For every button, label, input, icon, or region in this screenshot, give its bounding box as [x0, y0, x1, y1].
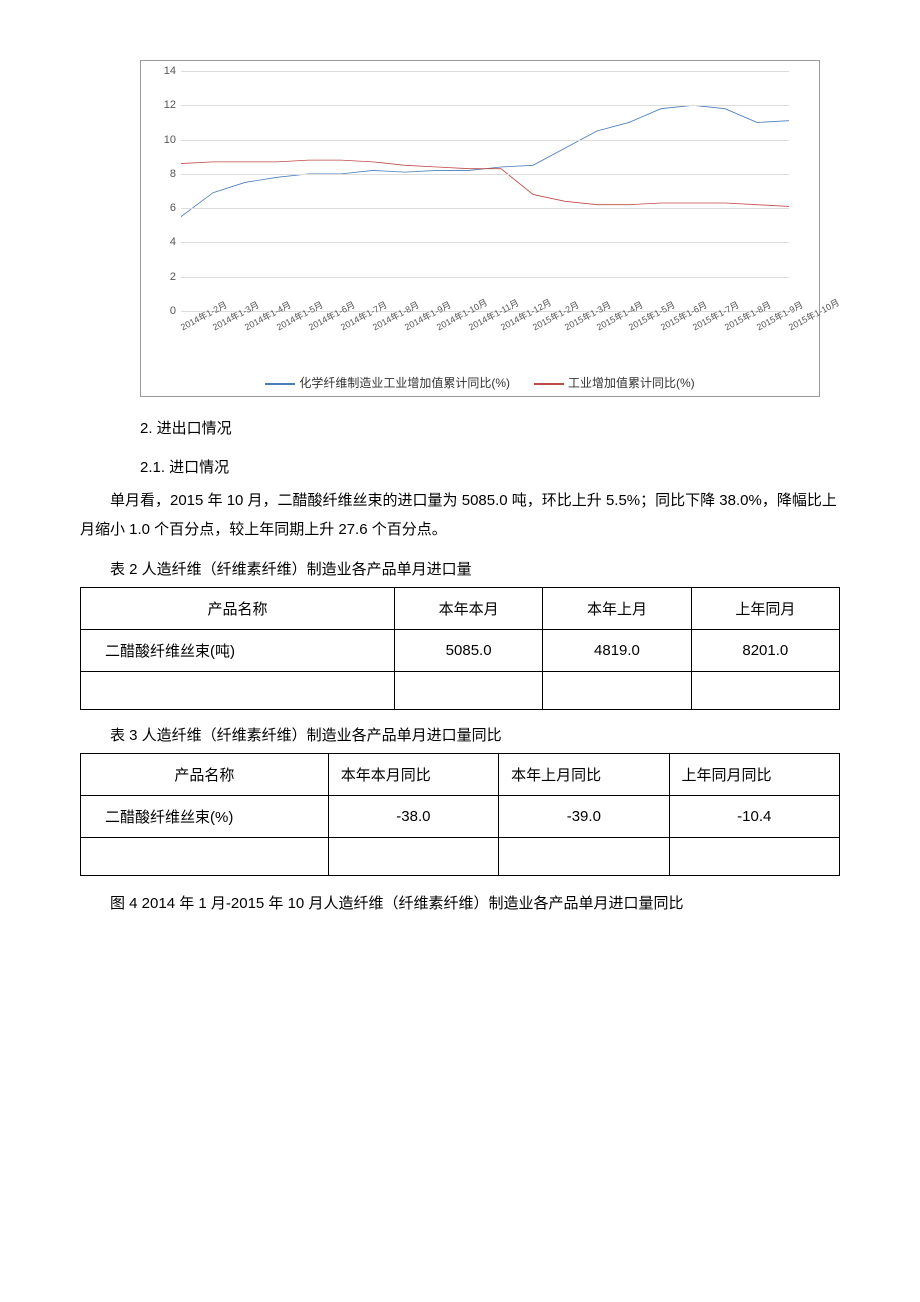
- import-summary-paragraph: 单月看，2015 年 10 月，二醋酸纤维丝束的进口量为 5085.0 吨，环比…: [80, 487, 840, 544]
- table-row: [81, 672, 840, 710]
- table3-r0c0: 二醋酸纤维丝束(%): [81, 796, 329, 838]
- x-axis: 2014年1-2月2014年1-3月2014年1-4月2014年1-5月2014…: [181, 311, 789, 366]
- table2-r1c2: [543, 672, 691, 710]
- table3-r0c2: -39.0: [499, 796, 669, 838]
- table-row: [81, 838, 840, 876]
- fig4-caption: 图 4 2014 年 1 月-2015 年 10 月人造纤维（纤维素纤维）制造业…: [80, 890, 840, 919]
- section-heading-2-1: 2.1. 进口情况: [140, 456, 840, 477]
- table3-col-3: 上年同月同比: [669, 754, 839, 796]
- table3-r1c0: [81, 838, 329, 876]
- table3-header-row: 产品名称 本年本月同比 本年上月同比 上年同月同比: [81, 754, 840, 796]
- table3-r1c3: [669, 838, 839, 876]
- chart-legend: 化学纤维制造业工业增加值累计同比(%)工业增加值累计同比(%): [161, 366, 799, 391]
- table2-body: 二醋酸纤维丝束(吨) 5085.0 4819.0 8201.0: [81, 630, 840, 710]
- chart-plot-area: 02468101214: [181, 71, 789, 311]
- table2-caption: 表 2 人造纤维（纤维素纤维）制造业各产品单月进口量: [80, 558, 840, 579]
- table2-col-1: 本年本月: [394, 588, 542, 630]
- table-row: 二醋酸纤维丝束(吨) 5085.0 4819.0 8201.0: [81, 630, 840, 672]
- table2-r1c1: [394, 672, 542, 710]
- line-chart: 02468101214 2014年1-2月2014年1-3月2014年1-4月2…: [140, 60, 820, 397]
- y-axis: 02468101214: [156, 71, 181, 311]
- table3-r1c1: [328, 838, 498, 876]
- table2-r1c0: [81, 672, 395, 710]
- table3-r0c1: -38.0: [328, 796, 498, 838]
- table3-caption: 表 3 人造纤维（纤维素纤维）制造业各产品单月进口量同比: [80, 724, 840, 745]
- table2-r0c1: 5085.0: [394, 630, 542, 672]
- table3-r0c3: -10.4: [669, 796, 839, 838]
- table2-col-3: 上年同月: [691, 588, 839, 630]
- table2-r1c3: [691, 672, 839, 710]
- table3-col-0: 产品名称: [81, 754, 329, 796]
- table-row: 二醋酸纤维丝束(%) -38.0 -39.0 -10.4: [81, 796, 840, 838]
- table3-col-1: 本年本月同比: [328, 754, 498, 796]
- table3: 产品名称 本年本月同比 本年上月同比 上年同月同比 二醋酸纤维丝束(%) -38…: [80, 753, 840, 876]
- table3-r1c2: [499, 838, 669, 876]
- section-heading-2: 2. 进出口情况: [140, 417, 840, 438]
- table3-col-2: 本年上月同比: [499, 754, 669, 796]
- table2-r0c0: 二醋酸纤维丝束(吨): [81, 630, 395, 672]
- table3-body: 二醋酸纤维丝束(%) -38.0 -39.0 -10.4: [81, 796, 840, 876]
- table2: 产品名称 本年本月 本年上月 上年同月 二醋酸纤维丝束(吨) 5085.0 48…: [80, 587, 840, 710]
- table2-col-0: 产品名称: [81, 588, 395, 630]
- table2-r0c3: 8201.0: [691, 630, 839, 672]
- table2-header-row: 产品名称 本年本月 本年上月 上年同月: [81, 588, 840, 630]
- table2-col-2: 本年上月: [543, 588, 691, 630]
- table2-r0c2: 4819.0: [543, 630, 691, 672]
- chart-lines-svg: [181, 71, 789, 311]
